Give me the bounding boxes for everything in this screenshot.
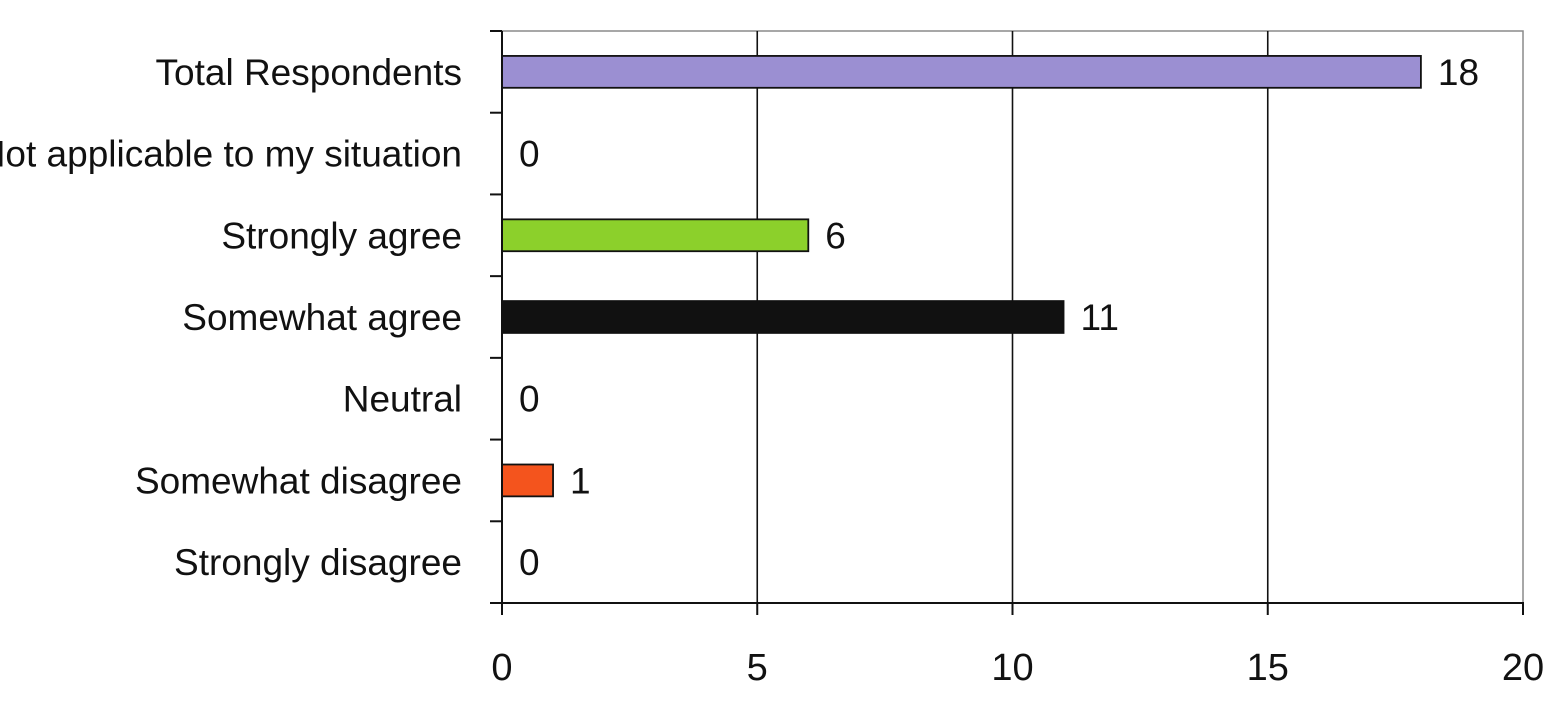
data-label-1: 0 — [519, 134, 540, 175]
bar-2 — [501, 218, 810, 253]
data-label-3: 11 — [1081, 297, 1119, 338]
x-tick-label-10: 10 — [991, 647, 1033, 689]
x-tick-label-5: 5 — [747, 647, 768, 689]
category-label-0: Total Respondents — [156, 52, 462, 93]
axes — [490, 30, 1524, 615]
data-label-2: 6 — [825, 215, 846, 256]
bar-3 — [501, 300, 1065, 334]
data-label-4: 0 — [519, 379, 540, 420]
bar-0 — [501, 55, 1422, 89]
data-label-0: 18 — [1438, 52, 1479, 93]
bars — [501, 55, 1422, 498]
data-label-5: 1 — [570, 460, 591, 501]
category-label-5: Somewhat disagree — [135, 460, 462, 501]
data-label-6: 0 — [519, 542, 540, 583]
x-tick-label-20: 20 — [1502, 647, 1544, 689]
bar-5 — [501, 463, 554, 498]
category-label-2: Strongly agree — [221, 215, 462, 256]
category-label-6: Strongly disagree — [174, 542, 462, 583]
x-tick-label-15: 15 — [1247, 647, 1289, 689]
category-label-1: Not applicable to my situation — [0, 134, 462, 175]
x-tick-label-0: 0 — [491, 647, 512, 689]
category-label-3: Somewhat agree — [182, 297, 462, 338]
category-label-4: Neutral — [343, 379, 462, 420]
